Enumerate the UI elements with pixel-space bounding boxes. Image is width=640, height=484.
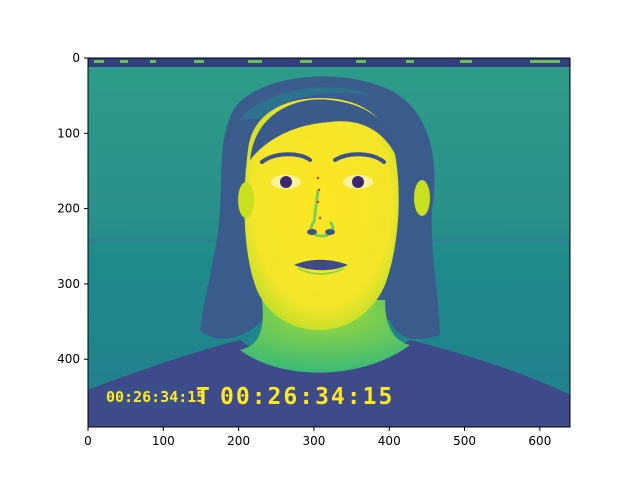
- x-tick-label: 300: [302, 434, 325, 448]
- y-tick-label: 0: [72, 51, 80, 65]
- x-tick-label: 400: [378, 434, 401, 448]
- sweater: [88, 340, 570, 427]
- timecode-small-box: [104, 386, 188, 408]
- y-tick-label: 100: [57, 126, 80, 140]
- x-tick-label: 500: [453, 434, 476, 448]
- mouth: [294, 259, 348, 271]
- y-tick-label: 300: [57, 277, 80, 291]
- timecode-small: 00:26:34:15: [106, 388, 205, 406]
- timecode-large: 00:26:34:15: [220, 384, 394, 410]
- x-tick-label: 200: [227, 434, 250, 448]
- top-strip: [88, 58, 570, 67]
- y-tick-label: 400: [57, 352, 80, 366]
- bangs: [250, 99, 398, 160]
- axes-frame: [87, 57, 571, 428]
- x-axis: 0 100 200 300 400 500 600: [84, 427, 551, 448]
- y-axis: 0 100 200 300 400: [57, 51, 88, 366]
- x-tick-label: 100: [152, 434, 175, 448]
- image-area: 00:26:34:15 T 00:26:34:15: [88, 58, 570, 427]
- x-tick-label: 0: [84, 434, 92, 448]
- x-tick-label: 600: [528, 434, 551, 448]
- timecode-prefix: T: [196, 384, 212, 410]
- y-tick-label: 200: [57, 202, 80, 216]
